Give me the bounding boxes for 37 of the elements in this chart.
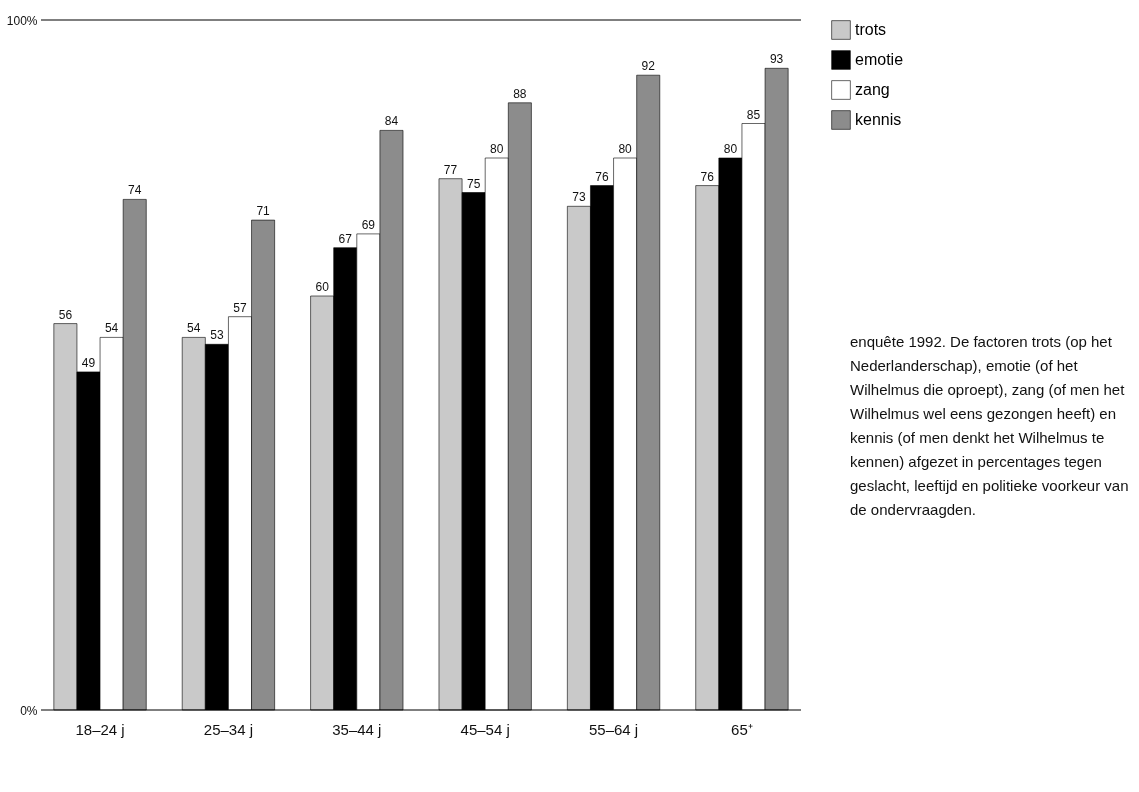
legend-label: emotie <box>855 51 904 68</box>
data-label: 80 <box>490 142 504 156</box>
data-label: 67 <box>338 231 353 246</box>
data-label: 92 <box>641 59 656 74</box>
data-label: 88 <box>513 86 527 101</box>
data-label: 60 <box>315 280 330 294</box>
text: enquête 1992. De factoren trots (op het Nederlanderschap), emotie (of het Wilhelmus die oproept), zang (of men het Wilhelmus wel eens gezongen heeft) en kennis (of men denkt het Wilhelmus te kennen) afgezet in percentages tegen geslacht, leeftijd en politieke voorkeur van de ondervraagden. <box>850 332 1130 520</box>
x-tick-label: 35–44 j <box>332 720 382 738</box>
data-label: 85 <box>746 107 761 122</box>
data-label: 77 <box>443 162 458 177</box>
x-tick-label: 65⁺ <box>731 720 753 738</box>
data-label: 84 <box>384 114 399 129</box>
data-label: 53 <box>210 328 224 343</box>
x-tick-label: 18–24 j <box>75 720 125 738</box>
legend-label: zang <box>855 81 890 98</box>
data-label: 69 <box>361 217 376 232</box>
y-tick-label: 100% <box>6 13 38 28</box>
data-label: 56 <box>58 307 73 322</box>
legend-label: trots <box>855 21 887 38</box>
y-tick-label: 0% <box>20 703 38 718</box>
data-label: 71 <box>256 204 271 219</box>
legend-label: kennis <box>855 111 902 128</box>
data-label: 93 <box>769 52 784 67</box>
x-tick-label: 55–64 j <box>588 720 639 738</box>
data-label: 54 <box>187 321 201 336</box>
x-tick-label: 45–54 j <box>460 720 510 738</box>
data-label: 54 <box>104 321 119 336</box>
data-label: 57 <box>233 300 247 315</box>
data-label: 76 <box>595 169 610 184</box>
data-label: 75 <box>466 176 481 191</box>
data-label: 74 <box>128 183 142 198</box>
x-tick-label: 25–34 j <box>203 720 254 738</box>
data-label: 76 <box>700 169 715 184</box>
data-label: 49 <box>81 355 96 370</box>
data-label: 80 <box>723 142 738 156</box>
data-label: 80 <box>618 142 633 156</box>
data-label: 73 <box>572 190 586 205</box>
